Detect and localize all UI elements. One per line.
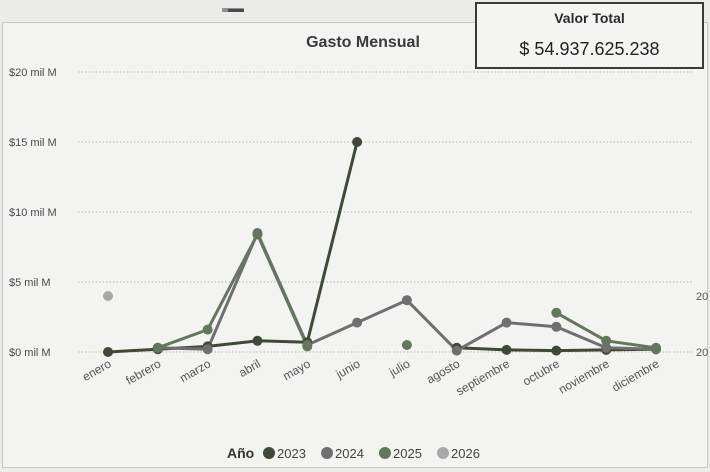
x-tick-label: septiembre bbox=[454, 356, 513, 398]
focus-mode-handle-bar bbox=[228, 9, 244, 12]
line-chart: Gasto Mensual $0 mil M $5 mil M $10 mil M $… bbox=[9, 34, 709, 461]
data-point-2024[interactable] bbox=[401, 295, 412, 306]
x-tick-label: diciembre bbox=[609, 356, 661, 394]
legend-label-2023[interactable]: 2023 bbox=[277, 446, 306, 461]
legend-marker-2026[interactable] bbox=[437, 447, 449, 459]
x-tick-label: julio bbox=[386, 356, 413, 379]
data-point-2025[interactable] bbox=[252, 229, 263, 240]
data-point-2024[interactable] bbox=[451, 345, 462, 356]
x-tick-label: marzo bbox=[177, 356, 213, 385]
x-tick-label: junio bbox=[333, 356, 363, 381]
data-point-2023[interactable] bbox=[252, 335, 263, 346]
y-tick-label: $15 mil M bbox=[9, 137, 57, 149]
data-point-2025[interactable] bbox=[202, 324, 213, 335]
legend-label-2025[interactable]: 2025 bbox=[393, 446, 422, 461]
legend-marker-2023[interactable] bbox=[263, 447, 275, 459]
x-tick-label: noviembre bbox=[556, 356, 612, 396]
series-end-label: 2023 bbox=[696, 347, 709, 359]
kpi-title: Valor Total bbox=[554, 10, 625, 26]
data-point-2023[interactable] bbox=[551, 345, 562, 356]
data-point-2025[interactable] bbox=[302, 341, 313, 352]
x-tick-label: agosto bbox=[424, 356, 462, 386]
chart-title: Gasto Mensual bbox=[306, 34, 420, 51]
data-point-2024[interactable] bbox=[601, 342, 612, 353]
y-tick-label: $20 mil M bbox=[9, 67, 57, 79]
legend-label-2026[interactable]: 2026 bbox=[451, 446, 480, 461]
y-tick-label: $5 mil M bbox=[9, 277, 51, 289]
legend-marker-2024[interactable] bbox=[321, 447, 333, 459]
data-point-2024[interactable] bbox=[352, 317, 363, 328]
series-line-2024[interactable] bbox=[157, 231, 657, 353]
data-point-2025[interactable] bbox=[551, 307, 562, 318]
total-value-card[interactable]: Valor Total $ 54.937.625.238 bbox=[475, 2, 704, 69]
data-point-2024[interactable] bbox=[501, 317, 512, 328]
series-end-label: 2026 bbox=[696, 291, 709, 303]
monthly-spend-chart-panel[interactable]: Gasto Mensual $0 mil M $5 mil M $10 mil M $… bbox=[2, 22, 709, 468]
data-point-2023[interactable] bbox=[352, 137, 363, 147]
data-point-2024[interactable] bbox=[202, 344, 213, 355]
data-point-2025[interactable] bbox=[651, 342, 661, 353]
series-line-2023[interactable] bbox=[107, 141, 359, 354]
x-tick-label: abril bbox=[236, 356, 263, 379]
x-tick-label: mayo bbox=[280, 356, 313, 383]
legend-title: Año bbox=[227, 445, 254, 461]
series-line-2025[interactable] bbox=[157, 232, 309, 350]
y-tick-label: $0 mil M bbox=[9, 347, 51, 359]
x-tick-label: enero bbox=[80, 356, 114, 384]
kpi-value: $ 54.937.625.238 bbox=[519, 39, 660, 59]
legend-label-2024[interactable]: 2024 bbox=[335, 446, 364, 461]
data-point-2023[interactable] bbox=[501, 344, 512, 355]
data-point-2025[interactable] bbox=[601, 335, 612, 346]
data-point-2023[interactable] bbox=[103, 347, 113, 357]
y-tick-label: $10 mil M bbox=[9, 207, 57, 219]
data-point-2025[interactable] bbox=[152, 342, 163, 353]
data-point-2026[interactable] bbox=[103, 291, 113, 301]
legend-marker-2025[interactable] bbox=[379, 447, 391, 459]
data-point-2025[interactable] bbox=[401, 340, 412, 350]
data-point-2024[interactable] bbox=[551, 321, 562, 332]
x-tick-label: febrero bbox=[123, 356, 163, 387]
